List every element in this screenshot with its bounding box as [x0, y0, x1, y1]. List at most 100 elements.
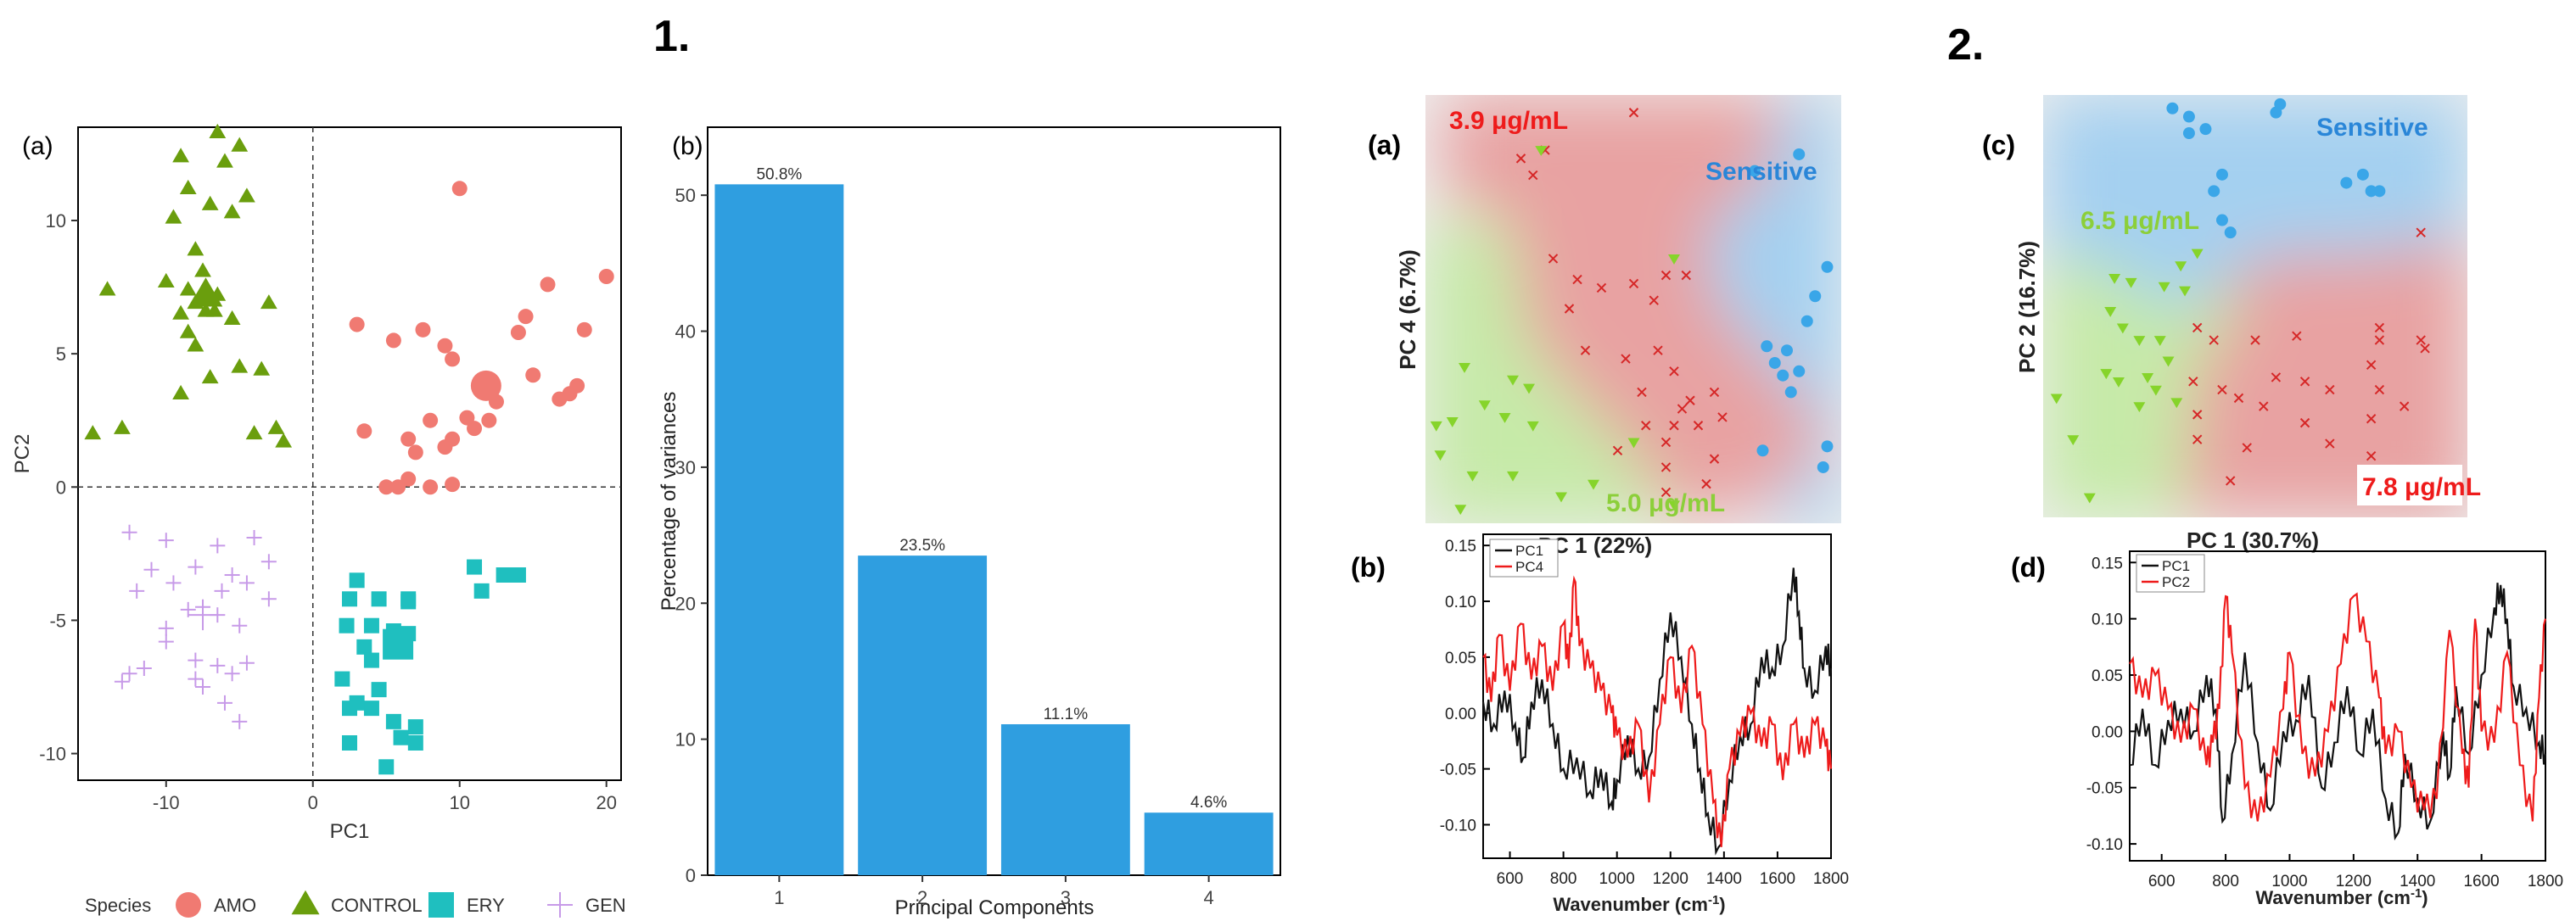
data-point [172, 304, 189, 320]
data-point [2233, 393, 2244, 404]
panel-2b: (b) 600 800 1000 1200 1400 1600 1800 -0.10 -0.05… [1351, 533, 1849, 916]
data-point [2366, 360, 2377, 371]
data-point [1793, 365, 1806, 377]
data-point [2299, 377, 2310, 387]
marker-stroke [1717, 412, 1728, 422]
data-point [1580, 345, 1591, 355]
y-tick-label: 20 [675, 593, 696, 614]
data-point [157, 272, 175, 288]
data-point [1784, 386, 1797, 399]
series-red [2188, 227, 2430, 486]
x-tick-label: 1600 [1760, 870, 1795, 888]
data-point [2162, 356, 2175, 367]
data-point [201, 195, 219, 210]
marker-stroke [2366, 414, 2377, 424]
y-tick-label: 40 [675, 321, 696, 343]
data-point [363, 652, 379, 668]
data-point [2292, 331, 2302, 341]
data-point [349, 316, 365, 332]
panel-label: (b) [1351, 552, 1386, 583]
legend: Species AMO CONTROL ERY GEN [85, 890, 626, 918]
blue-region [2043, 95, 2467, 314]
data-point [238, 187, 255, 203]
marker-stroke [2233, 393, 2244, 404]
marker-stroke [1669, 366, 1679, 377]
marker-stroke [1637, 387, 1647, 398]
y-tick-label: 30 [675, 457, 696, 478]
y-tick-label: -0.10 [1440, 817, 1476, 834]
classification-regions [1425, 95, 1841, 523]
data-point [1434, 450, 1447, 461]
data-point [1628, 278, 1639, 289]
data-point [423, 412, 439, 428]
data-point [1507, 471, 1519, 482]
y-tick-label: 0 [686, 865, 696, 886]
data-point [540, 276, 556, 293]
data-point [1628, 108, 1639, 118]
data-point [165, 575, 182, 591]
x-tick-label: 10 [449, 792, 469, 813]
data-point [407, 719, 423, 735]
x-axis-label: Wavenumber (cm-1) [1553, 893, 1725, 916]
annotation-blue: Sensitive [2316, 114, 2428, 142]
legend-label-amo: AMO [214, 895, 256, 916]
data-point [1660, 270, 1672, 281]
marker-stroke [2192, 434, 2203, 444]
marker-stroke [1528, 170, 1538, 181]
data-point [363, 701, 379, 717]
data-point [415, 321, 431, 338]
marker-stroke [1660, 437, 1672, 448]
marker-stroke [1669, 421, 1679, 431]
data-point [1717, 412, 1728, 422]
data-point [232, 617, 248, 634]
data-point [172, 384, 189, 400]
data-point [172, 148, 189, 163]
data-point [216, 695, 232, 711]
data-point [1669, 366, 1679, 377]
data-point [2191, 248, 2204, 260]
data-point [390, 479, 406, 495]
y-tick-label: -10 [39, 744, 66, 765]
data-point [260, 591, 277, 607]
reference-lines [78, 127, 621, 780]
legend-title: Species [85, 895, 151, 916]
data-point [158, 620, 174, 636]
y-axis-label: Percentage of variances [658, 392, 680, 611]
data-point [1526, 421, 1539, 432]
marker-stroke [1621, 354, 1631, 364]
data-point [349, 695, 365, 711]
data-point [2192, 434, 2203, 444]
marker-stroke [2188, 377, 2198, 387]
section-label-2: 2. [1947, 20, 1984, 70]
x-tick-label: 1200 [2336, 873, 2372, 890]
marker-stroke [2250, 335, 2260, 345]
data-point [2215, 214, 2228, 226]
data-point [1564, 304, 1575, 314]
data-point [342, 735, 357, 751]
marker-stroke [1628, 278, 1639, 289]
y-tick-label: 10 [46, 210, 66, 232]
data-point [437, 338, 453, 354]
data-point [143, 561, 160, 578]
data-point [400, 471, 417, 487]
x-tick-label: 1000 [1599, 870, 1635, 888]
data-point [552, 391, 568, 407]
data-point [179, 323, 197, 338]
data-point [121, 666, 137, 682]
marker-stroke [1709, 454, 1720, 464]
data-point [2083, 493, 2096, 504]
data-point [1660, 487, 1672, 498]
marker-stroke [2271, 372, 2282, 382]
marker-stroke [1685, 395, 1695, 405]
marker-stroke [1596, 282, 1607, 293]
data-point [598, 269, 614, 284]
data-point [1454, 505, 1467, 516]
data-point [569, 377, 585, 394]
data-point [1555, 492, 1567, 503]
data-point [2274, 98, 2287, 110]
data-point [216, 153, 233, 168]
marker-stroke [2299, 377, 2310, 387]
data-point [407, 735, 423, 751]
